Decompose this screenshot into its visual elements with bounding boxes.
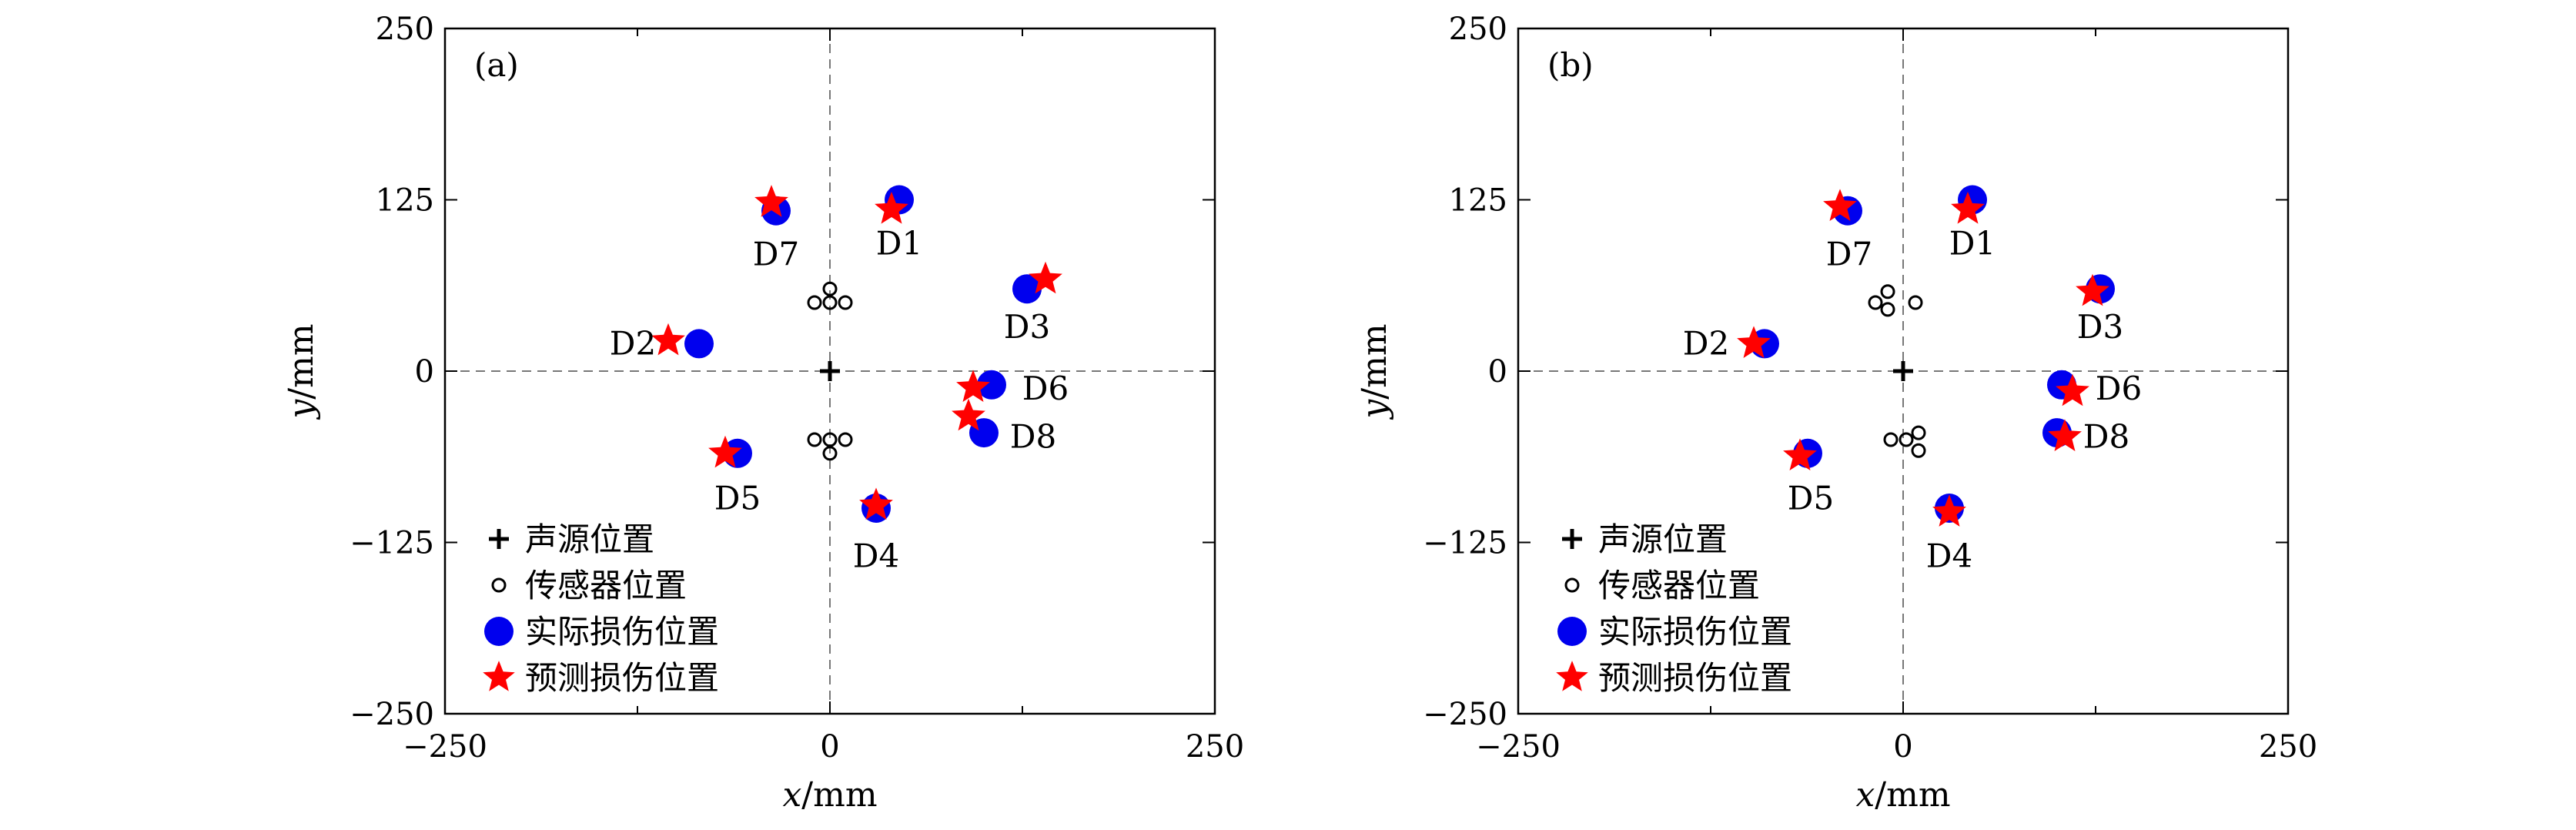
panel-b-predicted-damage-point — [2056, 373, 2089, 407]
panel-a-sensor-marker — [822, 432, 838, 447]
panel-b-sensor-marker — [1883, 432, 1899, 447]
panel-a-damage-label-d5: D5 — [714, 480, 761, 517]
panel-b-sensor-marker — [1908, 295, 1923, 310]
panel-b-legend-symbol-2 — [1557, 617, 1587, 646]
panel-a-predicted-damage-point — [956, 370, 990, 402]
panel-b-y-tick-label: −250 — [1423, 697, 1507, 732]
panel-a-damage-label-d4: D4 — [853, 537, 899, 574]
panel-b-damage-label-d2: D2 — [1683, 324, 1729, 362]
panel-b-predicted-damage-point — [1783, 438, 1817, 470]
panel-a-legend-label-0: 声源位置 — [525, 520, 654, 558]
panel-a-predicted-damage-point — [708, 435, 742, 468]
panel-a-y-tick-label: 125 — [376, 183, 434, 219]
panel-a-x-tick-label: 0 — [820, 729, 839, 765]
panel-b-y-axis-title: y/mm — [1355, 323, 1394, 420]
panel-b-sensor-marker — [1880, 284, 1895, 300]
panel-a-damage-label-d8: D8 — [1010, 417, 1056, 455]
panel-a-sensor-marker — [807, 295, 822, 310]
panel-a-x-axis-title: x/mm — [782, 775, 877, 815]
panel-b-damage-label-d8: D8 — [2083, 417, 2129, 455]
panel-b-damage-label-d3: D3 — [2077, 308, 2123, 346]
panel-a-actual-damage-point — [977, 370, 1006, 400]
panel-b-x-tick-label: 0 — [1893, 729, 1912, 765]
panel-a-y-tick-label: 250 — [376, 12, 434, 47]
panel-b-panel-label: (b) — [1547, 46, 1594, 84]
panel-a-sensor-marker — [838, 432, 853, 447]
panel-b-predicted-damage-point — [1737, 326, 1771, 358]
panel-b-predicted-damage-point — [1932, 494, 1966, 527]
panel-b-sensor-marker — [1868, 295, 1883, 310]
panel-a-x-tick-label: −250 — [403, 729, 487, 765]
panel-b-x-tick-label: −250 — [1476, 729, 1561, 765]
panel-b-legend-label-0: 声源位置 — [1598, 520, 1728, 558]
panel-b-damage-label-d6: D6 — [2096, 370, 2142, 407]
panel-b-y-tick-label: −125 — [1423, 526, 1507, 561]
panel-a-sensor-marker — [822, 281, 838, 296]
panel-b-damage-label-d4: D4 — [1926, 537, 1972, 574]
panel-a-legend-symbol-2 — [484, 617, 514, 646]
panel-a-predicted-damage-point — [859, 487, 893, 520]
panel-b-damage-label-d5: D5 — [1788, 480, 1834, 517]
panel-b-sensor-marker — [1880, 302, 1895, 317]
panel-b-legend-label-1: 传感器位置 — [1598, 567, 1760, 604]
panel-b-sensor-marker — [1911, 443, 1926, 458]
panel-a-predicted-damage-point — [651, 323, 685, 356]
panel-b-damage-label-d7: D7 — [1826, 236, 1872, 273]
panel-b-sensor-marker — [1911, 425, 1926, 440]
panel-b-x-tick-label: 250 — [2259, 729, 2317, 765]
panel-b-legend-label-2: 实际损伤位置 — [1598, 613, 1792, 651]
panel-a-legend-symbol-1 — [491, 577, 507, 593]
panel-b-legend-symbol-1 — [1564, 577, 1580, 593]
panel-a-actual-damage-point — [1012, 274, 1042, 304]
panel-a-predicted-damage-point — [1029, 261, 1062, 294]
panel-b-predicted-damage-point — [1951, 192, 1985, 224]
panel-b-sensor-marker — [1899, 432, 1914, 447]
panel-b-y-tick-label: 125 — [1449, 183, 1507, 219]
panel-a-y-tick-label: −125 — [350, 526, 434, 561]
panel-b-y-tick-label: 250 — [1449, 12, 1507, 47]
panel-a-damage-label-d6: D6 — [1022, 370, 1069, 407]
panel-b: −250 0 250 250 125 0 −125 −250 x/mm y/mm (b) D1 D2 D3… — [1355, 12, 2317, 815]
panel-a-damage-label-d2: D2 — [610, 324, 656, 362]
panel-b-legend-label-3: 预测损伤位置 — [1598, 659, 1792, 697]
panel-a-predicted-damage-point — [875, 192, 908, 224]
panel-b-predicted-damage-point — [2048, 419, 2082, 451]
panel-b-predicted-damage-point — [2076, 273, 2109, 306]
panel-a-y-axis-title: y/mm — [282, 323, 321, 420]
panel-a-legend-label-2: 实际损伤位置 — [525, 613, 719, 651]
panel-a-legend-label-3: 预测损伤位置 — [525, 659, 719, 697]
panel-a-sensor-marker — [838, 295, 853, 310]
panel-a-legend-label-1: 传感器位置 — [525, 567, 687, 604]
panel-a-x-tick-label: 250 — [1186, 729, 1244, 765]
panel-a-legend-symbol-3 — [483, 661, 515, 691]
panel-a-predicted-damage-point — [952, 398, 985, 431]
panel-a-actual-damage-point — [684, 329, 714, 359]
panel-a-damage-label-d7: D7 — [753, 236, 799, 273]
panel-a-damage-label-d3: D3 — [1004, 308, 1050, 346]
panel-a-y-tick-label: 0 — [415, 354, 434, 390]
panel-b-damage-label-d1: D1 — [1949, 224, 1996, 262]
panel-a-sensor-marker — [822, 295, 838, 310]
panel-a-predicted-damage-point — [754, 185, 788, 217]
panel-a-sensor-marker — [822, 446, 838, 461]
panel-b-legend-symbol-3 — [1556, 661, 1588, 691]
panel-b-y-tick-label: 0 — [1488, 354, 1507, 390]
panel-a-panel-label: (a) — [474, 46, 519, 84]
panel-a: −250 0 250 250 125 0 −125 −250 x/mm y/mm (a) D1 D2 D3… — [282, 12, 1244, 815]
panel-a-y-tick-label: −250 — [350, 697, 434, 732]
panel-a-damage-label-d1: D1 — [876, 224, 922, 262]
panel-a-sensor-marker — [807, 432, 822, 447]
panel-b-x-axis-title: x/mm — [1855, 775, 1950, 815]
panel-b-predicted-damage-point — [1823, 189, 1857, 221]
